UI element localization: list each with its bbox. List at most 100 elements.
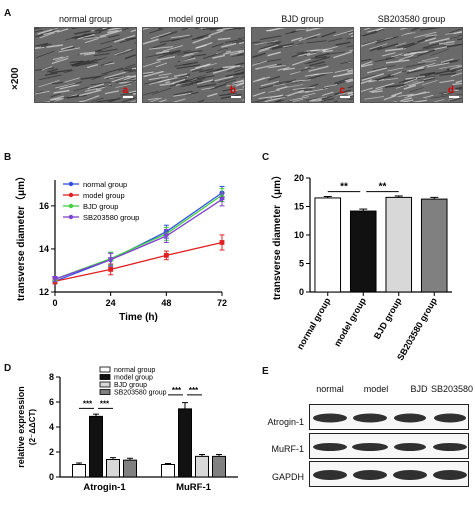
- cell-fiber: [100, 38, 121, 45]
- cell-fiber: [83, 36, 107, 40]
- panel-a-title-sb: SB203580 group: [377, 14, 446, 24]
- cell-fiber: [55, 55, 69, 62]
- cell-fiber: [144, 79, 163, 85]
- cell-fiber: [169, 76, 188, 83]
- series-line: [54, 241, 223, 282]
- cell-fiber: [347, 31, 353, 34]
- significance-label: ***: [83, 399, 93, 408]
- cell-fiber: [310, 72, 328, 76]
- cell-fiber: [333, 51, 352, 59]
- cell-fiber: [156, 55, 176, 61]
- cell-fiber: [385, 47, 406, 52]
- wb-col-normal: normal: [316, 384, 344, 394]
- cell-fiber: [456, 94, 462, 96]
- cell-fiber: [396, 42, 415, 49]
- x-axis-label: Time (h): [119, 312, 158, 323]
- cell-fiber: [183, 50, 203, 54]
- cell-fiber: [407, 91, 430, 97]
- legend-swatch: [99, 366, 111, 373]
- y-tick-label: 8: [49, 372, 54, 382]
- cell-fiber: [35, 90, 44, 95]
- x-tick-label: BJD group: [372, 296, 404, 341]
- cell-fiber: [292, 79, 311, 82]
- cell-fiber: [145, 53, 166, 58]
- cell-fiber: [298, 33, 321, 42]
- cell-fiber: [297, 88, 309, 91]
- cell-fiber: [143, 38, 159, 45]
- cell-fiber: [150, 31, 171, 40]
- cell-fiber: [455, 80, 462, 84]
- x-tick-label: SB203580 group: [395, 296, 439, 363]
- cell-fiber: [252, 41, 261, 44]
- cell-fiber: [126, 80, 136, 84]
- cell-fiber: [159, 31, 178, 39]
- cell-fiber: [237, 52, 244, 56]
- cell-fiber: [259, 42, 280, 50]
- micrograph-mark-a: a: [122, 85, 128, 96]
- cell-fiber: [177, 57, 194, 63]
- cell-fiber: [53, 89, 70, 94]
- cell-fiber: [171, 35, 193, 42]
- cell-fiber: [346, 45, 353, 48]
- cell-fiber: [232, 79, 244, 85]
- cell-fiber: [310, 99, 324, 102]
- x-tick-label: 48: [161, 298, 171, 308]
- cell-fiber: [457, 34, 462, 37]
- cell-fiber: [347, 69, 353, 73]
- y-axis-label: transverse diameter（μm）: [14, 171, 27, 301]
- cell-fiber: [231, 40, 244, 44]
- y-tick-label: 16: [39, 201, 49, 211]
- cell-fiber: [230, 51, 244, 56]
- cell-fiber: [268, 75, 281, 81]
- cell-fiber: [195, 74, 206, 79]
- cell-fiber: [79, 95, 100, 102]
- cell-fiber: [55, 83, 76, 89]
- panel-a-label: A: [4, 8, 12, 19]
- cell-fiber: [323, 84, 338, 88]
- cell-fiber: [439, 91, 456, 94]
- cell-fiber: [120, 91, 136, 96]
- cell-fiber: [117, 49, 135, 56]
- cell-fiber: [143, 60, 161, 68]
- cell-fiber: [86, 57, 107, 64]
- cell-fiber: [148, 76, 169, 81]
- wb-row-gapdh: GAPDH: [271, 472, 304, 482]
- cell-fiber: [60, 45, 73, 50]
- y-tick-label: 12: [39, 287, 49, 297]
- cell-fiber: [63, 69, 74, 74]
- y-tick-label: 0: [49, 472, 54, 482]
- cell-fiber: [441, 91, 454, 96]
- cell-fiber: [182, 101, 185, 102]
- cell-fiber: [111, 75, 130, 83]
- cell-fiber: [252, 52, 266, 58]
- legend-marker: [68, 203, 74, 209]
- cell-fiber: [128, 90, 136, 94]
- cell-fiber: [361, 58, 372, 62]
- bar: [195, 455, 209, 478]
- cell-fiber: [252, 91, 266, 97]
- cell-fiber: [87, 83, 105, 90]
- y-tick-label: 2: [49, 447, 54, 457]
- cell-fiber: [369, 43, 388, 50]
- cell-fiber: [397, 93, 414, 97]
- cell-fiber: [205, 67, 225, 74]
- cell-fiber: [302, 92, 316, 97]
- cell-fiber: [309, 61, 325, 67]
- cell-fiber: [287, 100, 293, 102]
- significance-label: ***: [172, 386, 182, 395]
- cell-fiber: [149, 97, 162, 102]
- cell-fiber: [406, 49, 425, 54]
- cell-fiber: [57, 28, 69, 33]
- cell-fiber: [374, 75, 395, 81]
- bar: [349, 210, 377, 293]
- cell-fiber: [295, 28, 309, 31]
- cell-fiber: [367, 67, 388, 74]
- cell-fiber: [306, 56, 331, 65]
- cell-fiber: [172, 78, 186, 85]
- cell-fiber: [375, 82, 395, 90]
- cell-fiber: [258, 82, 283, 90]
- cell-fiber: [191, 35, 209, 41]
- blot-murf: [309, 433, 469, 459]
- cell-fiber: [115, 79, 136, 83]
- cell-fiber: [391, 91, 403, 97]
